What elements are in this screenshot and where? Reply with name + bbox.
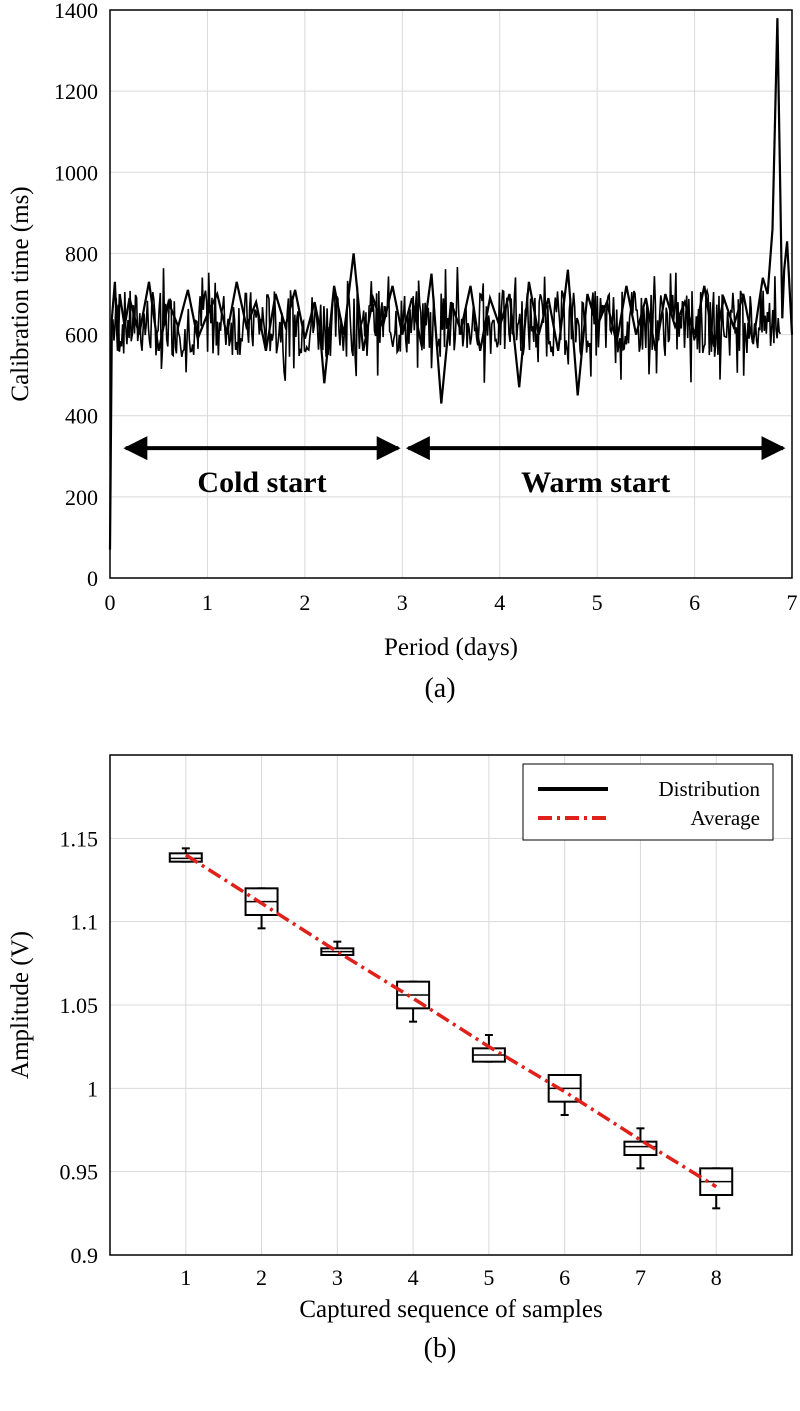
y-tick-label: 1 xyxy=(87,1076,98,1101)
chart-b-panel-label: (b) xyxy=(424,1333,457,1364)
x-tick-label: 7 xyxy=(787,590,798,615)
chart-a-y-ticks: 0 200 400 600 800 1000 1200 1400 xyxy=(54,0,98,591)
chart-a-x-ticks: 0 1 2 3 4 5 6 7 xyxy=(105,590,798,615)
y-tick-label: 400 xyxy=(65,404,98,429)
y-tick-label: 1400 xyxy=(54,0,98,23)
y-tick-label: 200 xyxy=(65,485,98,510)
chart-b-legend: Distribution Average xyxy=(522,763,774,841)
x-tick-label: 1 xyxy=(202,590,213,615)
chart-b-boxes xyxy=(168,847,734,1210)
legend-box xyxy=(522,763,774,841)
y-tick-label: 0.95 xyxy=(60,1160,99,1185)
chart-a-series xyxy=(108,18,794,550)
x-tick-label: 5 xyxy=(483,1265,494,1290)
average-line xyxy=(184,853,718,1189)
x-tick-label: 4 xyxy=(408,1265,419,1290)
chart-a-y-label: Calibration time (ms) xyxy=(7,186,34,401)
chart-b-y-label: Amplitude (V) xyxy=(7,931,34,1079)
chart-b-x-ticks: 1 2 3 4 5 6 7 8 xyxy=(180,1265,721,1290)
chart-a-x-label: Period (days) xyxy=(384,634,518,661)
x-tick-label: 1 xyxy=(180,1265,191,1290)
x-tick-label: 2 xyxy=(256,1265,267,1290)
range-label: Warm start xyxy=(521,466,670,499)
y-tick-label: 1.05 xyxy=(60,993,99,1018)
chart-b: 0.9 0.95 1 1.05 1.1 1.15 1 2 3 4 5 6 7 8 Distributio… xyxy=(7,754,793,1364)
x-tick-label: 8 xyxy=(711,1265,722,1290)
x-tick-label: 3 xyxy=(397,590,408,615)
calibration-time-noise xyxy=(112,266,782,383)
chart-a-plot-area xyxy=(110,10,792,578)
y-tick-label: 0 xyxy=(87,566,98,591)
y-tick-label: 0.9 xyxy=(71,1243,99,1268)
chart-b-y-ticks: 0.9 0.95 1 1.05 1.1 1.15 xyxy=(60,826,99,1268)
chart-a-panel-label: (a) xyxy=(424,673,455,704)
chart-b-axes-box xyxy=(109,754,793,1256)
chart-a: 0 200 400 600 800 1000 1200 1400 0 1 2 3 4 5 6 7 Cold … xyxy=(7,0,798,704)
x-tick-label: 2 xyxy=(299,590,310,615)
y-tick-label: 1.15 xyxy=(60,826,99,851)
y-tick-label: 1200 xyxy=(54,79,98,104)
legend-distribution-label: Distribution xyxy=(658,777,760,801)
x-tick-label: 5 xyxy=(592,590,603,615)
y-tick-label: 1.1 xyxy=(71,910,99,935)
x-tick-label: 7 xyxy=(635,1265,646,1290)
legend-average-label: Average xyxy=(690,806,760,830)
box xyxy=(168,852,203,863)
range-label: Cold start xyxy=(197,466,326,499)
x-tick-label: 3 xyxy=(332,1265,343,1290)
chart-b-average-line xyxy=(184,853,718,1189)
chart-a-annotations: Cold start Warm start xyxy=(123,436,786,499)
x-tick-label: 4 xyxy=(494,590,505,615)
x-tick-label: 0 xyxy=(105,590,116,615)
x-tick-label: 6 xyxy=(689,590,700,615)
chart-b-x-label: Captured sequence of samples xyxy=(299,1296,602,1323)
y-tick-label: 1000 xyxy=(54,160,98,185)
y-tick-label: 600 xyxy=(65,323,98,348)
y-tick-label: 800 xyxy=(65,241,98,266)
chart-a-axes-box xyxy=(109,9,793,579)
x-tick-label: 6 xyxy=(559,1265,570,1290)
